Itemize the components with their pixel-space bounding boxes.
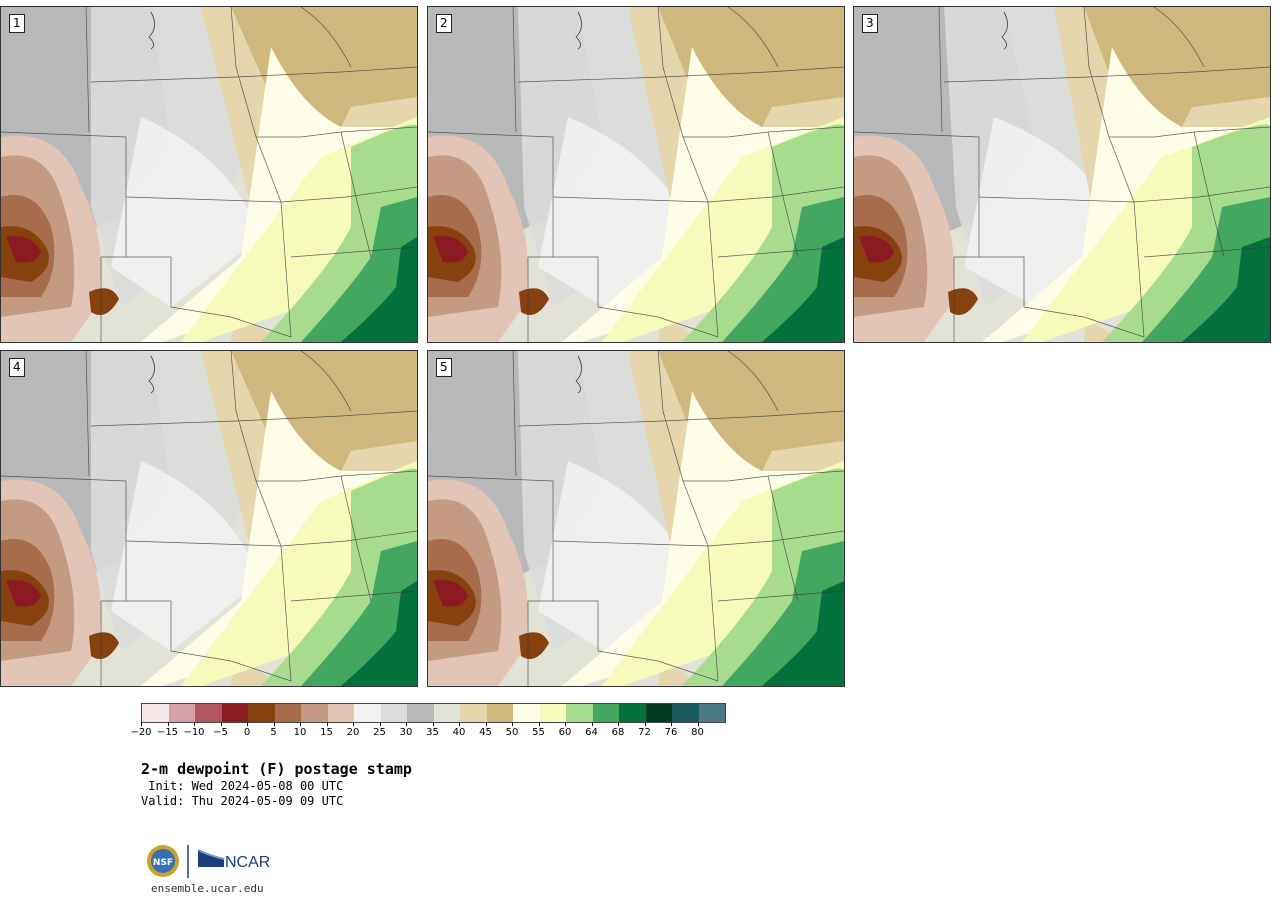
colorbar-tick-label: 30 <box>399 727 413 738</box>
colorbar-swatch <box>539 704 566 722</box>
colorbar-tick-mark <box>485 722 487 726</box>
colorbar-tick-label: 5 <box>270 727 277 738</box>
colorbar-tick-label: 55 <box>532 727 545 738</box>
colorbar-swatch <box>486 704 513 722</box>
colorbar-swatch <box>672 704 699 722</box>
valid-time: Valid: Thu 2024-05-09 09 UTC <box>141 794 344 808</box>
dewpoint-map-5 <box>428 351 844 686</box>
colorbar-tick-mark <box>167 722 169 726</box>
colorbar-tick-label: 64 <box>585 727 598 738</box>
colorbar-tick-label: −15 <box>156 727 179 738</box>
colorbar-tick-mark <box>300 722 301 726</box>
colorbar-tick-mark <box>671 722 672 726</box>
colorbar-tick-mark <box>273 722 275 726</box>
colorbar-swatch <box>274 704 301 722</box>
dewpoint-map-3 <box>854 7 1270 342</box>
colorbar-swatch <box>592 704 619 722</box>
dewpoint-map-4 <box>1 351 417 686</box>
colorbar-tick-mark <box>141 722 142 726</box>
colorbar-tick-mark <box>247 722 248 726</box>
colorbar-tick-mark <box>432 722 434 726</box>
colorbar-tick-label: 25 <box>373 727 386 738</box>
colorbar-swatch <box>513 704 540 722</box>
colorbar-swatch <box>645 704 672 722</box>
colorbar-swatch <box>566 704 593 722</box>
colorbar-tick-label: 20 <box>346 727 360 738</box>
colorbar-swatch <box>168 704 195 722</box>
colorbar-tick-label: 60 <box>558 727 572 738</box>
map-panel-2: 2 <box>427 6 845 343</box>
colorbar-tick-label: 10 <box>293 727 307 738</box>
map-panel-4: 4 <box>0 350 418 687</box>
colorbar-swatch <box>248 704 275 722</box>
colorbar-swatch <box>195 704 222 722</box>
colorbar-tick-label: 0 <box>243 727 251 738</box>
colorbar-tick-mark <box>565 722 566 726</box>
colorbar-swatch <box>460 704 487 722</box>
dewpoint-map-1 <box>1 7 417 342</box>
panel-number-2: 2 <box>436 14 452 33</box>
colorbar-swatch <box>221 704 248 722</box>
colorbar-tick-label: 50 <box>505 727 519 738</box>
colorbar-tick-label: 45 <box>479 727 492 738</box>
init-time: Init: Wed 2024-05-08 00 UTC <box>141 779 344 793</box>
colorbar-tick-label: −20 <box>130 727 152 738</box>
colorbar-tick-mark <box>644 722 646 726</box>
nsf-logo-icon: NSF <box>147 845 179 877</box>
panel-number-3: 3 <box>862 14 878 33</box>
colorbar-swatch <box>619 704 646 722</box>
map-panel-1: 1 <box>0 6 418 343</box>
colorbar-tick-mark <box>194 722 195 726</box>
colorbar-swatch <box>380 704 407 722</box>
colorbar-tick-mark <box>512 722 513 726</box>
chart-title: 2-m dewpoint (F) postage stamp <box>141 760 412 778</box>
colorbar-tick-label: 80 <box>691 727 704 738</box>
colorbar-tick-mark <box>379 722 381 726</box>
nsf-ncar-logo: NSF NCAR <box>147 845 270 878</box>
colorbar-tick-label: 76 <box>664 727 678 738</box>
colorbar <box>141 703 726 723</box>
colorbar-tick-label: 72 <box>638 727 651 738</box>
colorbar-tick-mark <box>697 722 699 726</box>
colorbar-tick-mark <box>538 722 540 726</box>
colorbar-swatch <box>301 704 328 722</box>
panel-number-5: 5 <box>436 358 452 377</box>
map-panel-5: 5 <box>427 350 845 687</box>
colorbar-swatch <box>354 704 381 722</box>
colorbar-tick-mark <box>353 722 354 726</box>
nsf-logo-text: NSF <box>153 858 173 868</box>
dewpoint-map-2 <box>428 7 844 342</box>
colorbar-tick-label: 35 <box>426 727 439 738</box>
colorbar-swatch <box>407 704 434 722</box>
colorbar-swatch <box>142 704 169 722</box>
colorbar-tick-label: 40 <box>452 727 466 738</box>
colorbar-ticks: −20 −15 −10 −5 0 5 10 15 20 25 30 35 40 45 50 55 60 64 68 7… <box>130 722 781 742</box>
colorbar-swatch <box>433 704 460 722</box>
colorbar-tick-mark <box>406 722 407 726</box>
colorbar-tick-mark <box>326 722 328 726</box>
panel-number-1: 1 <box>9 14 25 33</box>
colorbar-tick-mark <box>591 722 593 726</box>
colorbar-tick-label: 15 <box>320 727 333 738</box>
map-panel-3: 3 <box>853 6 1271 343</box>
colorbar-tick-label: 68 <box>611 727 625 738</box>
colorbar-tick-label: −10 <box>183 727 205 738</box>
colorbar-swatch <box>327 704 354 722</box>
colorbar-swatch <box>698 704 725 722</box>
ncar-logo-icon: NCAR <box>197 849 270 871</box>
ncar-logo-text: NCAR <box>225 854 270 871</box>
colorbar-tick-label: −5 <box>213 727 228 738</box>
colorbar-tick-mark <box>220 722 222 726</box>
colorbar-tick-mark <box>618 722 619 726</box>
website-url: ensemble.ucar.edu <box>151 882 264 895</box>
colorbar-tick-mark <box>459 722 460 726</box>
panel-number-4: 4 <box>9 358 25 377</box>
